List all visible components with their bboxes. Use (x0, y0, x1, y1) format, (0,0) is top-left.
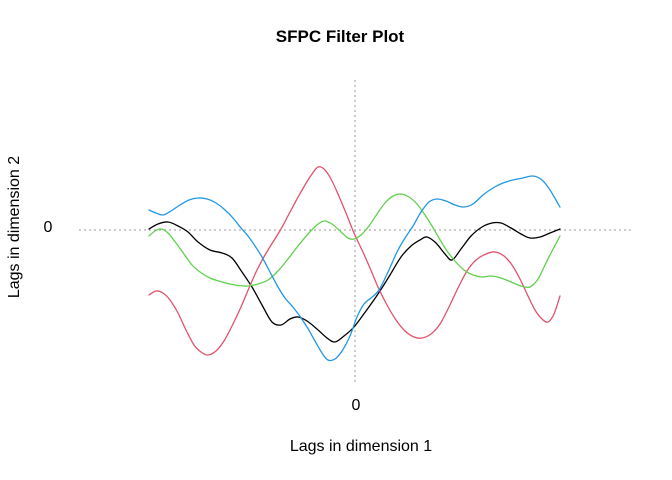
series-filter-3-green-line (148, 193, 561, 289)
y-axis-zero-tick-label: 0 (43, 219, 53, 236)
y-axis-title: Lags in dimension 2 (6, 155, 23, 299)
x-axis-title: Lags in dimension 1 (289, 438, 433, 455)
plot-title: SFPC Filter Plot (275, 27, 405, 46)
x-axis-zero-tick-label: 0 (351, 397, 361, 414)
series-filter-4-blue-line (148, 175, 561, 362)
series-filter-2-red-line (148, 166, 561, 356)
